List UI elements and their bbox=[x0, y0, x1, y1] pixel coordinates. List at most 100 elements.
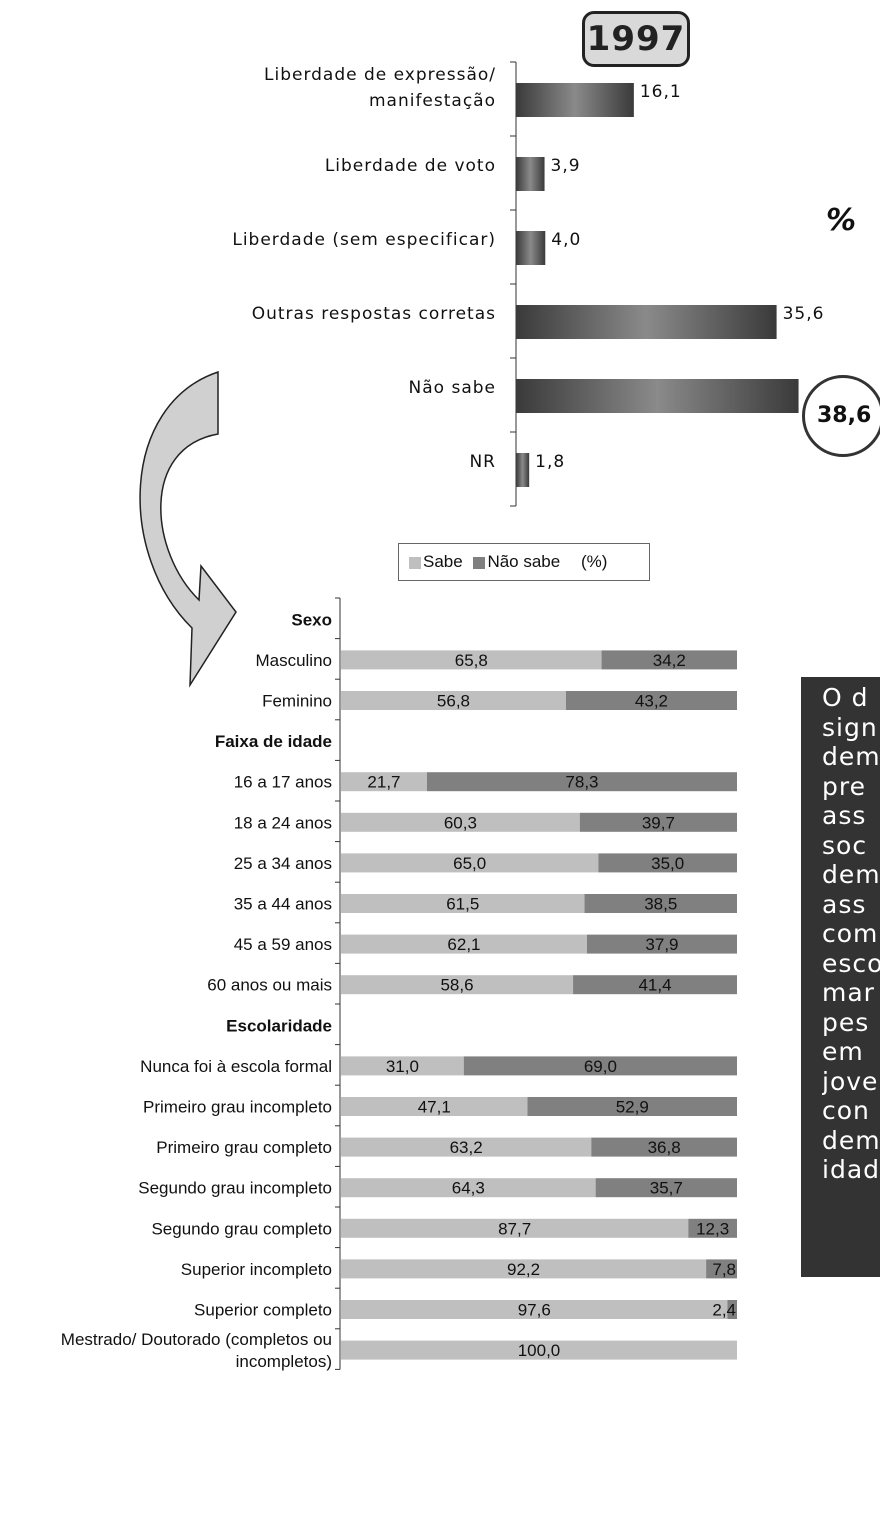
chart2-row-label: 25 a 34 anos bbox=[234, 854, 332, 873]
chart2-bar-nao-sabe bbox=[601, 650, 737, 670]
chart2-value-sabe: 60,3 bbox=[444, 813, 477, 832]
chart2-bar-sabe bbox=[341, 1137, 592, 1157]
chart2-row-label: Masculino bbox=[255, 651, 332, 670]
chart2-bar-nao-sabe bbox=[688, 1218, 737, 1238]
chart1-axis bbox=[510, 61, 517, 507]
chart1-value-label: 16,1 bbox=[640, 82, 682, 102]
chart1-category-label: Liberdade de expressão/ bbox=[264, 65, 496, 85]
chart1-bar bbox=[516, 157, 545, 191]
chart2-row-label: 35 a 44 anos bbox=[234, 895, 332, 914]
chart2-value-nao-sabe: 69,0 bbox=[584, 1057, 617, 1076]
chart2-value-labels: 65,8 34,2 56,8 43,2 21,7 78,3 60,3 39,7 65,0 35,0… bbox=[367, 651, 736, 1360]
chart2-bar-sabe bbox=[341, 853, 599, 873]
chart2-bar-nao-sabe bbox=[463, 1056, 737, 1076]
legend-label-sabe: Sabe bbox=[423, 552, 463, 571]
chart2-bar-nao-sabe bbox=[573, 975, 737, 995]
chart2-row-label: Superior incompleto bbox=[181, 1260, 332, 1279]
chart1-bar bbox=[516, 231, 546, 265]
chart2-legend: Sabe Não sabe (%) bbox=[398, 543, 650, 581]
chart2-bar-sabe bbox=[341, 650, 602, 670]
chart2-value-nao-sabe: 36,8 bbox=[648, 1138, 681, 1157]
chart2-bar-sabe bbox=[341, 1259, 707, 1279]
chart2-row-label: 16 a 17 anos bbox=[234, 773, 332, 792]
chart1-value-labels: 16,1 3,9 4,0 35,6 1,8 bbox=[535, 82, 825, 472]
chart2-value-sabe: 21,7 bbox=[367, 773, 400, 792]
chart2-row-labels: Sexo Masculino Feminino Faixa de idade 16 a … bbox=[61, 610, 332, 1371]
chart2-bar-sabe bbox=[341, 1178, 596, 1198]
chart2-bar-nao-sabe bbox=[586, 934, 737, 954]
chart2-bar-sabe bbox=[341, 1097, 528, 1116]
chart2-bar-sabe bbox=[341, 1340, 737, 1360]
year-badge: 1997 bbox=[582, 11, 690, 67]
chart2-row-label: Superior completo bbox=[194, 1301, 332, 1320]
highlight-value: 38,6 bbox=[817, 403, 872, 428]
chart2-bar-nao-sabe bbox=[598, 853, 737, 873]
chart2-value-sabe: 58,6 bbox=[440, 976, 473, 995]
chart1-bar bbox=[516, 305, 777, 339]
chart2-value-nao-sabe: 41,4 bbox=[638, 976, 671, 995]
note-text: O d sign dem pre ass soc dem ass com esc… bbox=[822, 683, 880, 1184]
chart1-value-label: 3,9 bbox=[551, 156, 581, 176]
note-box bbox=[801, 677, 880, 1277]
chart2-row-label: 18 a 24 anos bbox=[234, 813, 332, 832]
chart2-value-nao-sabe: 12,3 bbox=[696, 1219, 729, 1238]
chart2-value-nao-sabe: 34,2 bbox=[653, 651, 686, 670]
highlight-circle bbox=[802, 375, 880, 457]
chart2-bar-nao-sabe bbox=[584, 894, 737, 913]
chart1-category-label: Liberdade de voto bbox=[325, 156, 496, 176]
chart2-row-label: Feminino bbox=[262, 692, 332, 711]
chart2-value-nao-sabe: 7,8 bbox=[712, 1260, 736, 1279]
chart2-bars bbox=[341, 650, 737, 1360]
chart2-bar-nao-sabe bbox=[591, 1137, 737, 1157]
chart2-value-sabe: 31,0 bbox=[386, 1057, 419, 1076]
chart2-bar-sabe bbox=[341, 1218, 689, 1238]
chart2-axis bbox=[335, 597, 341, 1370]
legend-swatch-sabe bbox=[409, 556, 421, 569]
chart1-bar bbox=[516, 83, 634, 117]
chart2-value-sabe: 92,2 bbox=[507, 1260, 540, 1279]
legend-label-nao-sabe: Não sabe bbox=[487, 552, 561, 571]
chart2-value-sabe: 87,7 bbox=[498, 1219, 531, 1238]
chart2-value-nao-sabe: 2,4 bbox=[712, 1301, 736, 1320]
chart1-value-label: 35,6 bbox=[783, 304, 825, 324]
chart1-value-label: 4,0 bbox=[551, 230, 581, 250]
chart1-category-label: NR bbox=[469, 452, 496, 472]
chart2-row-label: Segundo grau incompleto bbox=[138, 1179, 332, 1198]
chart2-value-nao-sabe: 39,7 bbox=[642, 813, 675, 832]
chart2-value-sabe: 61,5 bbox=[446, 895, 479, 914]
chart1-value-label: 1,8 bbox=[535, 452, 565, 472]
chart2-value-sabe: 64,3 bbox=[452, 1179, 485, 1198]
chart2-bar-sabe bbox=[341, 812, 580, 832]
chart1-bars bbox=[516, 83, 799, 487]
chart2-row-label: 45 a 59 anos bbox=[234, 935, 332, 954]
chart2-bar-sabe bbox=[341, 934, 587, 954]
chart2-bar-nao-sabe bbox=[527, 1097, 737, 1116]
chart2-group-header: Escolaridade bbox=[226, 1016, 332, 1035]
chart2-bar-nao-sabe bbox=[706, 1259, 737, 1279]
chart2-value-nao-sabe: 52,9 bbox=[616, 1098, 649, 1117]
chart1-category-labels: Liberdade de expressão/manifestação Liber… bbox=[232, 65, 496, 472]
legend-swatch-nao-sabe bbox=[473, 556, 486, 569]
chart1-category-label: manifestação bbox=[369, 91, 496, 111]
chart2-value-sabe: 62,1 bbox=[447, 935, 480, 954]
legend-unit: (%) bbox=[580, 552, 608, 571]
chart2-value-nao-sabe: 38,5 bbox=[644, 895, 677, 914]
chart2-value-nao-sabe: 43,2 bbox=[635, 692, 668, 711]
chart2-row-label: Primeiro grau completo bbox=[156, 1138, 332, 1157]
chart2-row-label: incompletos) bbox=[236, 1352, 332, 1371]
chart1-category-label: Outras respostas corretas bbox=[252, 304, 496, 324]
chart1-category-label: Liberdade (sem especificar) bbox=[232, 230, 496, 250]
chart2-value-nao-sabe: 37,9 bbox=[645, 935, 678, 954]
chart2-value-sabe: 97,6 bbox=[518, 1301, 551, 1320]
chart2-value-sabe: 56,8 bbox=[437, 692, 470, 711]
chart2-bar-sabe bbox=[341, 1300, 728, 1319]
chart2-value-sabe: 65,0 bbox=[453, 854, 486, 873]
chart2-value-sabe: 65,8 bbox=[455, 651, 488, 670]
chart2-value-nao-sabe: 35,0 bbox=[651, 854, 684, 873]
chart2-group-header: Faixa de idade bbox=[215, 732, 332, 751]
chart1-bar bbox=[516, 379, 799, 413]
chart2-bar-nao-sabe bbox=[426, 772, 737, 792]
chart2-value-nao-sabe: 78,3 bbox=[565, 773, 598, 792]
chart2-row-label: Nunca foi à escola formal bbox=[140, 1057, 332, 1076]
chart2-bar-nao-sabe bbox=[727, 1300, 737, 1319]
